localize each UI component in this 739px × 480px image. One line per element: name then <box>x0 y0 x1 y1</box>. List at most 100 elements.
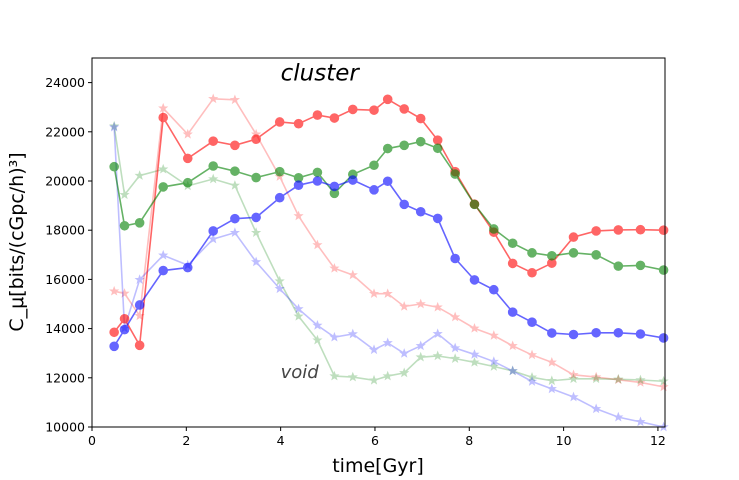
data-point <box>229 227 240 237</box>
data-point <box>109 341 119 352</box>
x-tick-label: 6 <box>371 433 379 448</box>
data-point <box>230 140 240 151</box>
data-point <box>399 348 410 358</box>
data-point <box>613 327 624 338</box>
data-point <box>229 94 240 105</box>
data-point <box>658 381 669 392</box>
data-point <box>158 249 169 260</box>
data-point <box>312 320 323 330</box>
data-point <box>469 322 480 333</box>
data-point <box>134 340 145 351</box>
data-point <box>109 161 119 172</box>
data-point <box>230 166 240 176</box>
data-point <box>432 213 443 224</box>
data-point <box>488 330 499 340</box>
data-point <box>347 371 358 382</box>
data-point <box>134 218 145 228</box>
data-point <box>230 213 240 224</box>
data-point <box>432 328 443 339</box>
data-point <box>635 416 646 427</box>
data-point <box>293 210 304 221</box>
data-point <box>507 365 518 376</box>
data-point <box>635 260 646 271</box>
data-point <box>568 232 579 242</box>
data-point <box>329 370 340 381</box>
data-point <box>182 153 193 164</box>
data-point <box>208 136 219 146</box>
data-point <box>469 356 480 367</box>
data-point <box>432 350 443 361</box>
y-tick-label: 18000 <box>45 223 85 238</box>
data-point <box>635 224 646 235</box>
data-point <box>158 102 169 113</box>
data-point <box>568 373 579 384</box>
x-tick-label: 2 <box>182 433 190 448</box>
data-point <box>347 104 358 115</box>
data-point <box>293 180 304 190</box>
y-tick-label: 12000 <box>45 370 85 385</box>
data-point <box>208 173 219 184</box>
data-point <box>312 176 323 186</box>
data-point <box>415 113 426 124</box>
data-point <box>591 371 602 382</box>
annotation-cluster: cluster <box>281 61 361 87</box>
data-point <box>507 340 518 351</box>
data-point <box>591 250 601 260</box>
data-point <box>347 328 358 339</box>
series-layer <box>109 93 669 432</box>
data-point <box>489 284 499 295</box>
data-point <box>469 275 480 285</box>
data-point <box>274 117 285 127</box>
data-point <box>613 373 624 384</box>
data-point <box>119 220 130 231</box>
data-point <box>208 161 219 171</box>
data-point <box>182 177 193 188</box>
data-point <box>329 181 340 192</box>
data-point <box>329 113 340 123</box>
y-axis-label: C_μ[bits/(cGpc/h)³] <box>6 152 28 331</box>
data-point <box>293 118 304 129</box>
data-point <box>329 262 340 273</box>
data-point <box>134 300 145 310</box>
y-tick-label: 20000 <box>45 174 85 189</box>
data-point <box>546 375 557 386</box>
data-point <box>635 329 646 339</box>
data-point <box>382 143 393 154</box>
data-point <box>526 349 538 360</box>
data-point <box>635 374 646 385</box>
data-point <box>274 192 285 203</box>
data-point <box>109 327 119 338</box>
data-point <box>547 250 557 261</box>
series-line <box>113 127 664 428</box>
annotation-void: void <box>281 362 320 383</box>
data-point <box>415 136 426 147</box>
y-tick-label: 22000 <box>45 124 85 139</box>
data-point <box>568 329 579 340</box>
data-point <box>488 361 499 371</box>
y-tick-label: 14000 <box>45 321 85 336</box>
data-point <box>182 262 193 273</box>
data-point <box>507 365 518 376</box>
data-point <box>415 206 426 217</box>
data-point <box>158 182 169 192</box>
data-point <box>208 233 219 244</box>
series-line <box>113 126 664 383</box>
data-point <box>369 185 379 195</box>
data-point <box>119 189 130 200</box>
data-point <box>527 267 537 278</box>
data-point <box>368 374 380 385</box>
data-point <box>450 342 461 353</box>
data-point <box>568 248 579 258</box>
data-point <box>568 391 579 402</box>
data-point <box>450 253 460 264</box>
data-point <box>109 285 120 296</box>
data-point <box>527 317 537 328</box>
x-tick-label: 10 <box>556 433 572 448</box>
x-tick-label: 4 <box>277 433 285 448</box>
data-point <box>229 180 240 190</box>
data-point <box>382 288 393 299</box>
data-point <box>158 112 169 123</box>
data-point <box>368 344 380 355</box>
data-point <box>399 199 410 210</box>
